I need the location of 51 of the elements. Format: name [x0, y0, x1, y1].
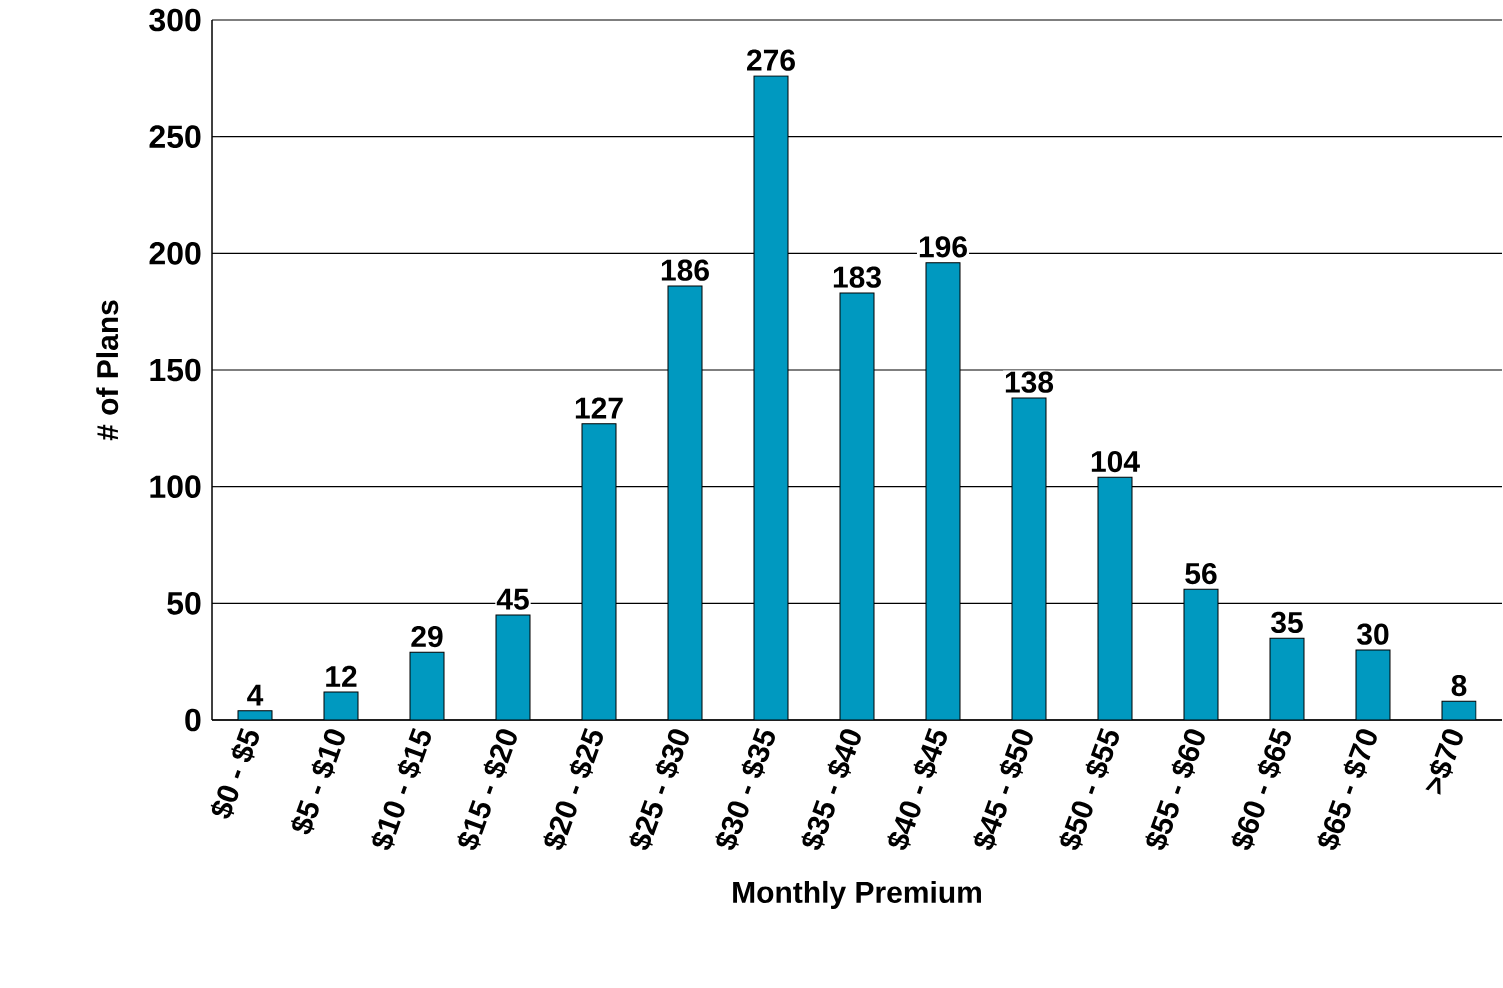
bar — [1269, 637, 1305, 720]
x-tick-label: >$70 — [1425, 729, 1463, 795]
data-label: 276 — [747, 49, 795, 71]
data-label: 30 — [1357, 623, 1389, 645]
data-label: 56 — [1185, 562, 1217, 585]
x-tick-label: $55 - $60 — [1145, 729, 1205, 850]
x-tick-label: $15 - $20 — [457, 729, 517, 850]
data-label: 35 — [1271, 611, 1303, 634]
bar — [495, 614, 531, 720]
x-tick-label: $30 - $35 — [715, 727, 775, 850]
data-label: 29 — [411, 625, 443, 648]
x-tick-label: $40 - $45 — [887, 727, 947, 850]
x-tick-label: $0 - $5 — [210, 727, 259, 819]
y-tick-label: 300 — [149, 8, 201, 32]
y-tick-label: 150 — [150, 358, 201, 382]
bar — [409, 651, 445, 720]
y-tick-label: 200 — [149, 242, 201, 265]
bar — [667, 285, 703, 720]
data-label: 4 — [247, 684, 264, 706]
bar — [925, 262, 961, 720]
data-label: 104 — [1091, 450, 1140, 473]
data-label: 8 — [1451, 674, 1467, 697]
x-tick-label: $10 - $15 — [371, 727, 431, 850]
bar — [753, 75, 789, 720]
bar — [1097, 476, 1133, 720]
y-tick-label: 50 — [167, 592, 201, 615]
data-label: 45 — [496, 588, 529, 610]
x-tick-label: $20 - $25 — [543, 727, 603, 850]
x-axis-title: Monthly Premium — [733, 880, 981, 909]
x-tick-label: $45 - $50 — [973, 729, 1033, 850]
data-label: 127 — [575, 397, 623, 419]
y-axis-title: # of Plans — [96, 300, 119, 441]
bar — [839, 292, 875, 720]
bar — [581, 423, 617, 720]
y-tick-label: 250 — [149, 125, 201, 148]
data-label: 183 — [833, 266, 881, 288]
x-tick-label: $35 - $40 — [801, 729, 861, 850]
data-label: 12 — [326, 665, 357, 687]
data-label: 196 — [919, 236, 967, 258]
data-label: 138 — [1005, 371, 1054, 393]
x-tick-label: $25 - $30 — [629, 729, 689, 850]
x-tick-label: $50 - $55 — [1059, 727, 1119, 850]
y-tick-label: 100 — [150, 475, 201, 498]
x-tick-label: $60 - $65 — [1231, 727, 1291, 850]
bar — [1355, 649, 1391, 720]
bar — [1011, 397, 1047, 720]
x-tick-label: $65 - $70 — [1317, 729, 1377, 850]
bar — [1183, 588, 1219, 720]
x-tick-label: $5 - $10 — [290, 729, 345, 835]
data-label: 186 — [661, 259, 709, 281]
y-tick-label: 0 — [185, 708, 201, 732]
